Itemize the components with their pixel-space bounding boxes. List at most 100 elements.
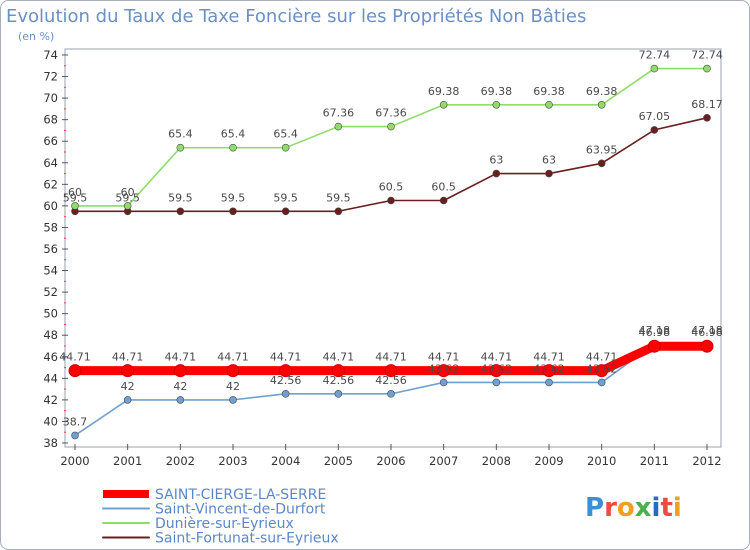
y-tick-label: 42: [43, 393, 58, 407]
data-label-2: 69.38: [481, 85, 513, 98]
unit-label: (en %): [18, 30, 54, 43]
x-tick-label: 2010: [587, 454, 616, 468]
y-tick-label: 58: [43, 220, 58, 234]
plot-area: [64, 48, 722, 448]
data-label-2: 69.38: [533, 85, 565, 98]
data-label-1: 42: [173, 380, 187, 393]
x-tick-label: 2002: [166, 454, 195, 468]
data-point-2: [439, 100, 448, 109]
data-point-0: [437, 364, 451, 378]
x-tick-label: 2003: [218, 454, 247, 468]
data-point-0: [700, 339, 714, 353]
data-point-0: [68, 364, 82, 378]
data-label-0: 44.71: [428, 351, 460, 364]
x-tick-label: 2011: [640, 454, 669, 468]
data-label-0: 44.71: [323, 351, 355, 364]
data-point-2: [334, 122, 343, 131]
data-point-2: [123, 202, 132, 210]
data-point-0: [384, 364, 398, 378]
data-point-3: [597, 159, 606, 168]
data-label-3: 59.5: [63, 191, 88, 204]
data-point-2: [545, 100, 553, 109]
data-point-3: [176, 207, 185, 216]
svg-text:Proxiti: Proxiti: [585, 493, 682, 523]
data-label-3: 59.5: [115, 191, 140, 204]
legend-label-2: Dunière-sur-Eyrieux: [155, 516, 294, 532]
data-point-0: [173, 364, 187, 378]
data-label-1: 43.62: [533, 362, 565, 375]
data-point-2: [650, 64, 659, 73]
data-label-0: 44.71: [270, 351, 302, 364]
y-tick-label: 62: [43, 177, 58, 191]
data-label-0: 44.71: [375, 351, 407, 364]
data-label-2: 72.74: [691, 49, 723, 62]
x-tick-label: 2007: [429, 454, 458, 468]
data-point-0: [489, 364, 503, 378]
x-tick-label: 2008: [482, 454, 511, 468]
x-tick-label: 2005: [324, 454, 353, 468]
data-point-0: [647, 339, 661, 353]
y-tick-label: 52: [43, 285, 58, 299]
data-label-1: 38.7: [63, 415, 88, 428]
logo-letter: i: [673, 493, 682, 523]
y-tick-label: 44: [43, 371, 58, 385]
y-tick-label: 50: [43, 307, 58, 321]
x-tick-label: 2009: [534, 454, 563, 468]
data-label-0: 46.98: [691, 326, 723, 339]
data-point-0: [542, 364, 556, 378]
data-point-1: [387, 390, 395, 398]
data-label-3: 60.5: [379, 181, 404, 194]
data-labels: 44.71 44.71 44.71 44.71 44.71 44.71 44.71 44.71…: [59, 49, 723, 429]
data-label-2: 69.38: [428, 85, 460, 98]
data-point-1: [71, 431, 79, 440]
x-tick-label: 2004: [271, 454, 300, 468]
data-label-0: 44.71: [217, 351, 249, 364]
y-tick-label: 40: [43, 414, 58, 428]
data-point-1: [229, 396, 237, 404]
data-point-3: [545, 169, 553, 178]
data-label-1: 47.18: [639, 324, 671, 337]
data-point-2: [176, 143, 185, 152]
data-point-0: [121, 364, 135, 378]
data-label-1: 42: [226, 380, 240, 393]
data-point-1: [597, 378, 606, 387]
data-point-3: [387, 196, 395, 205]
data-label-1: 47.18: [691, 324, 723, 337]
data-label-3: 63: [542, 154, 556, 167]
y-tick-label: 64: [43, 156, 58, 170]
data-label-1: 43.62: [428, 362, 460, 375]
legend: SAINT-CIERGE-LA-SERRESaint-Vincent-de-Du…: [102, 487, 339, 547]
data-point-1: [176, 396, 185, 404]
data-label-3: 67.05: [639, 110, 671, 123]
data-label-0: 44.71: [112, 351, 144, 364]
data-label-2: 67.36: [375, 107, 407, 120]
data-label-2: 69.38: [586, 85, 618, 98]
y-tick-label: 56: [43, 242, 58, 256]
data-point-1: [123, 396, 132, 404]
data-label-3: 59.5: [273, 191, 298, 204]
x-tick-label: 2006: [376, 454, 405, 468]
data-label-0: 44.71: [481, 351, 513, 364]
y-tick-label: 74: [43, 48, 58, 62]
data-label-2: 60: [121, 186, 135, 199]
data-label-3: 59.5: [221, 191, 246, 204]
data-point-3: [281, 207, 290, 216]
data-point-2: [71, 202, 79, 210]
data-point-2: [597, 100, 606, 109]
legend-label-3: Saint-Fortunat-sur-Eyrieux: [155, 531, 339, 547]
data-label-2: 65.4: [273, 128, 298, 141]
series-layer: [68, 64, 714, 440]
data-label-3: 60.5: [431, 181, 456, 194]
data-label-0: 44.71: [586, 351, 618, 364]
data-label-1: 42.56: [323, 374, 355, 387]
y-tick-label: 68: [43, 113, 58, 127]
proxiti-logo: Proxiti: [585, 493, 682, 523]
x-axis-ticks: 2000 2001 2002 2003 2004 2005 2006 2007 2008 2009…: [60, 444, 722, 468]
data-point-0: [279, 364, 293, 378]
data-point-3: [334, 207, 343, 216]
data-point-1: [545, 378, 553, 387]
data-label-2: 65.4: [168, 128, 193, 141]
data-label-3: 59.5: [326, 191, 351, 204]
data-label-1: 43.62: [481, 362, 513, 375]
